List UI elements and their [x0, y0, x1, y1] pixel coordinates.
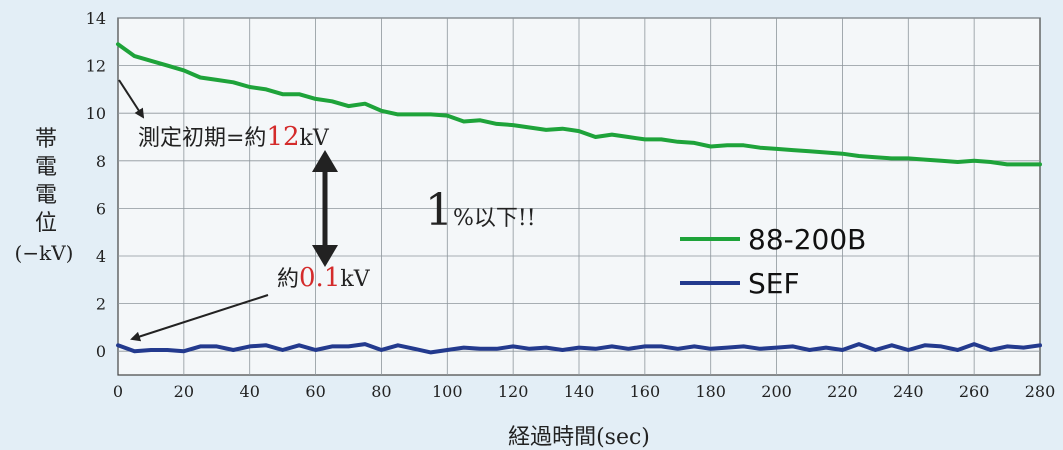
legend: 88-200B SEF [680, 223, 866, 300]
y-tick-label: 8 [96, 152, 106, 171]
x-tick-label: 20 [174, 382, 194, 401]
ylabel-unit: (−kV) [15, 241, 74, 265]
x-axis-ticks: 0 20 40 60 80 100 120 140 160 180 200 220 240 260 280 [113, 382, 1055, 401]
x-tick-label: 120 [498, 382, 529, 401]
annotation-initial: 測定初期=約12kV [138, 122, 330, 152]
y-tick-label: 10 [86, 104, 106, 123]
xlabel: 経過時間(sec) [508, 425, 650, 450]
x-tick-label: 280 [1025, 382, 1056, 401]
annotation-diff-text: %以下!! [453, 206, 536, 231]
annotation-diff-value: 1 [425, 185, 453, 236]
x-tick-label: 260 [959, 382, 990, 401]
x-tick-label: 40 [240, 382, 260, 401]
ylabel-char-3: 電 [35, 183, 57, 208]
y-tick-label: 0 [96, 342, 106, 361]
ylabel-char-2: 電 [35, 155, 57, 180]
legend-label-88-200b: 88-200B [748, 223, 866, 256]
annotation-sef-unit: kV [340, 267, 370, 292]
series-line-88-200b [116, 42, 1042, 167]
x-tick-label: 100 [432, 382, 463, 401]
double-arrow-head-bottom [312, 245, 338, 267]
grid [118, 17, 1040, 375]
x-tick-label: 80 [371, 382, 391, 401]
x-tick-label: 140 [564, 382, 595, 401]
x-tick-label: 180 [695, 382, 726, 401]
y-tick-label: 12 [86, 57, 106, 76]
annotation-sef: 約0.1kV [277, 263, 371, 293]
y-axis-ticks: 0 2 4 6 8 10 12 14 [86, 9, 106, 361]
x-tick-label: 240 [893, 382, 924, 401]
y-tick-label: 6 [96, 199, 106, 218]
series-lines [116, 42, 1042, 355]
y-tick-label: 4 [96, 247, 106, 266]
annotation-initial-unit: kV [300, 126, 330, 151]
series-line-sef [116, 342, 1042, 355]
x-tick-label: 220 [827, 382, 858, 401]
y-tick-label: 14 [86, 9, 106, 28]
double-arrow-head-top [312, 150, 338, 172]
x-tick-label: 200 [761, 382, 792, 401]
legend-label-sef: SEF [748, 267, 800, 300]
annotation-arrow-initial [118, 79, 145, 119]
x-tick-label: 60 [305, 382, 325, 401]
annotation-initial-prefix: 測定初期=約 [138, 126, 266, 151]
annotation-arrow-sef [130, 294, 269, 342]
ylabel-char-1: 帯 [35, 127, 57, 152]
annotation-sef-prefix: 約 [277, 267, 299, 292]
annotation-sef-value: 0.1 [299, 263, 340, 293]
ylabel-char-4: 位 [35, 211, 57, 236]
x-tick-label: 160 [630, 382, 661, 401]
x-tick-label: 0 [113, 382, 123, 401]
y-tick-label: 2 [96, 295, 106, 314]
annotation-diff: 1%以下!! [425, 185, 536, 236]
annotation-initial-value: 12 [266, 122, 299, 152]
